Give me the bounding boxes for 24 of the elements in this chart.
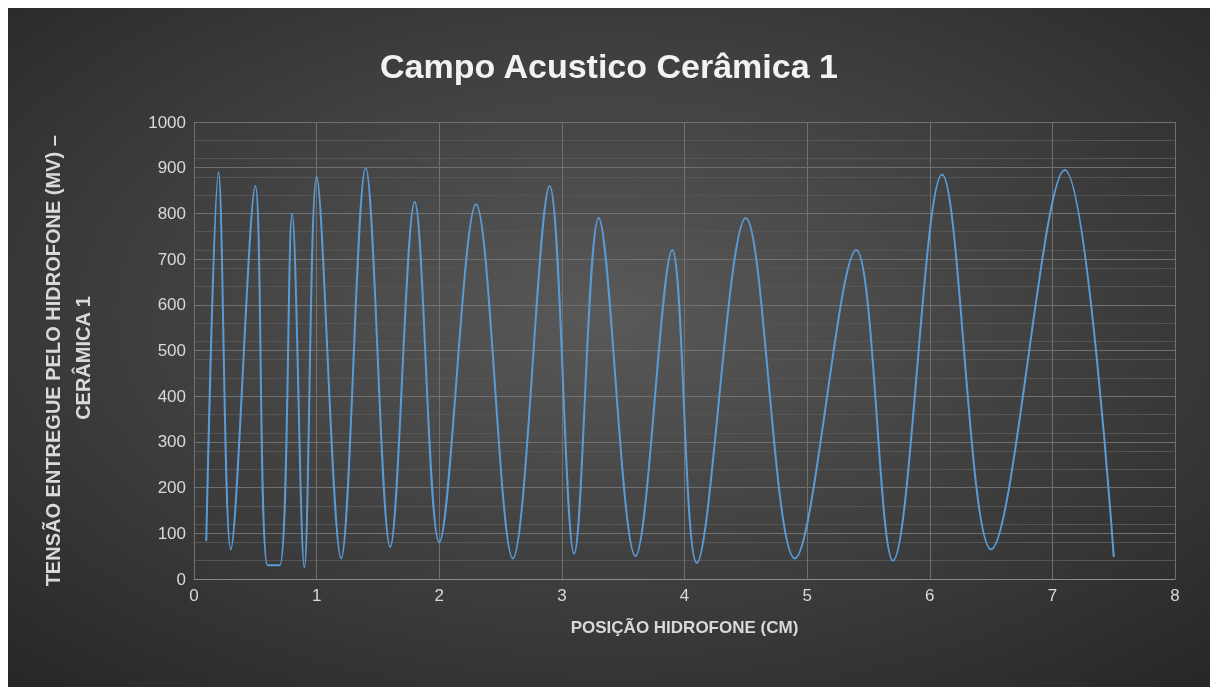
y-tick-label: 0: [176, 569, 186, 589]
x-tick-label: 5: [802, 586, 812, 605]
x-tick-label: 1: [311, 586, 322, 605]
y-tick-label: 200: [157, 478, 186, 498]
x-tick-label: 0: [189, 586, 199, 605]
x-tick-label: 6: [925, 586, 935, 605]
x-tick-label: 3: [557, 586, 567, 605]
chart-title: Campo Acustico Cerâmica 1: [380, 47, 838, 85]
y-tick-label: 600: [157, 295, 186, 315]
y-tick-label: 100: [157, 523, 186, 543]
x-tick-label: 2: [434, 586, 444, 605]
x-tick-label: 8: [1170, 586, 1180, 605]
x-tick-label: 7: [1047, 586, 1058, 605]
y-tick-label: 900: [157, 158, 186, 178]
line-series: [205, 166, 1115, 569]
y-tick-label: 500: [157, 341, 186, 360]
y-tick-label: 400: [157, 386, 186, 406]
y-tick-label: 700: [157, 249, 186, 269]
y-axis-title: TENSÃO ENTREGUE PELO HIDROFONE (MV) – CERÂMICA 1: [42, 129, 94, 587]
y-tick-label: 300: [157, 432, 186, 452]
y-tick-label: 800: [157, 203, 186, 223]
y-tick-label: 1000: [148, 112, 186, 132]
x-tick-label: 4: [679, 586, 690, 605]
x-axis-title: POSIÇÃO HIDROFONE (CM): [570, 617, 799, 637]
